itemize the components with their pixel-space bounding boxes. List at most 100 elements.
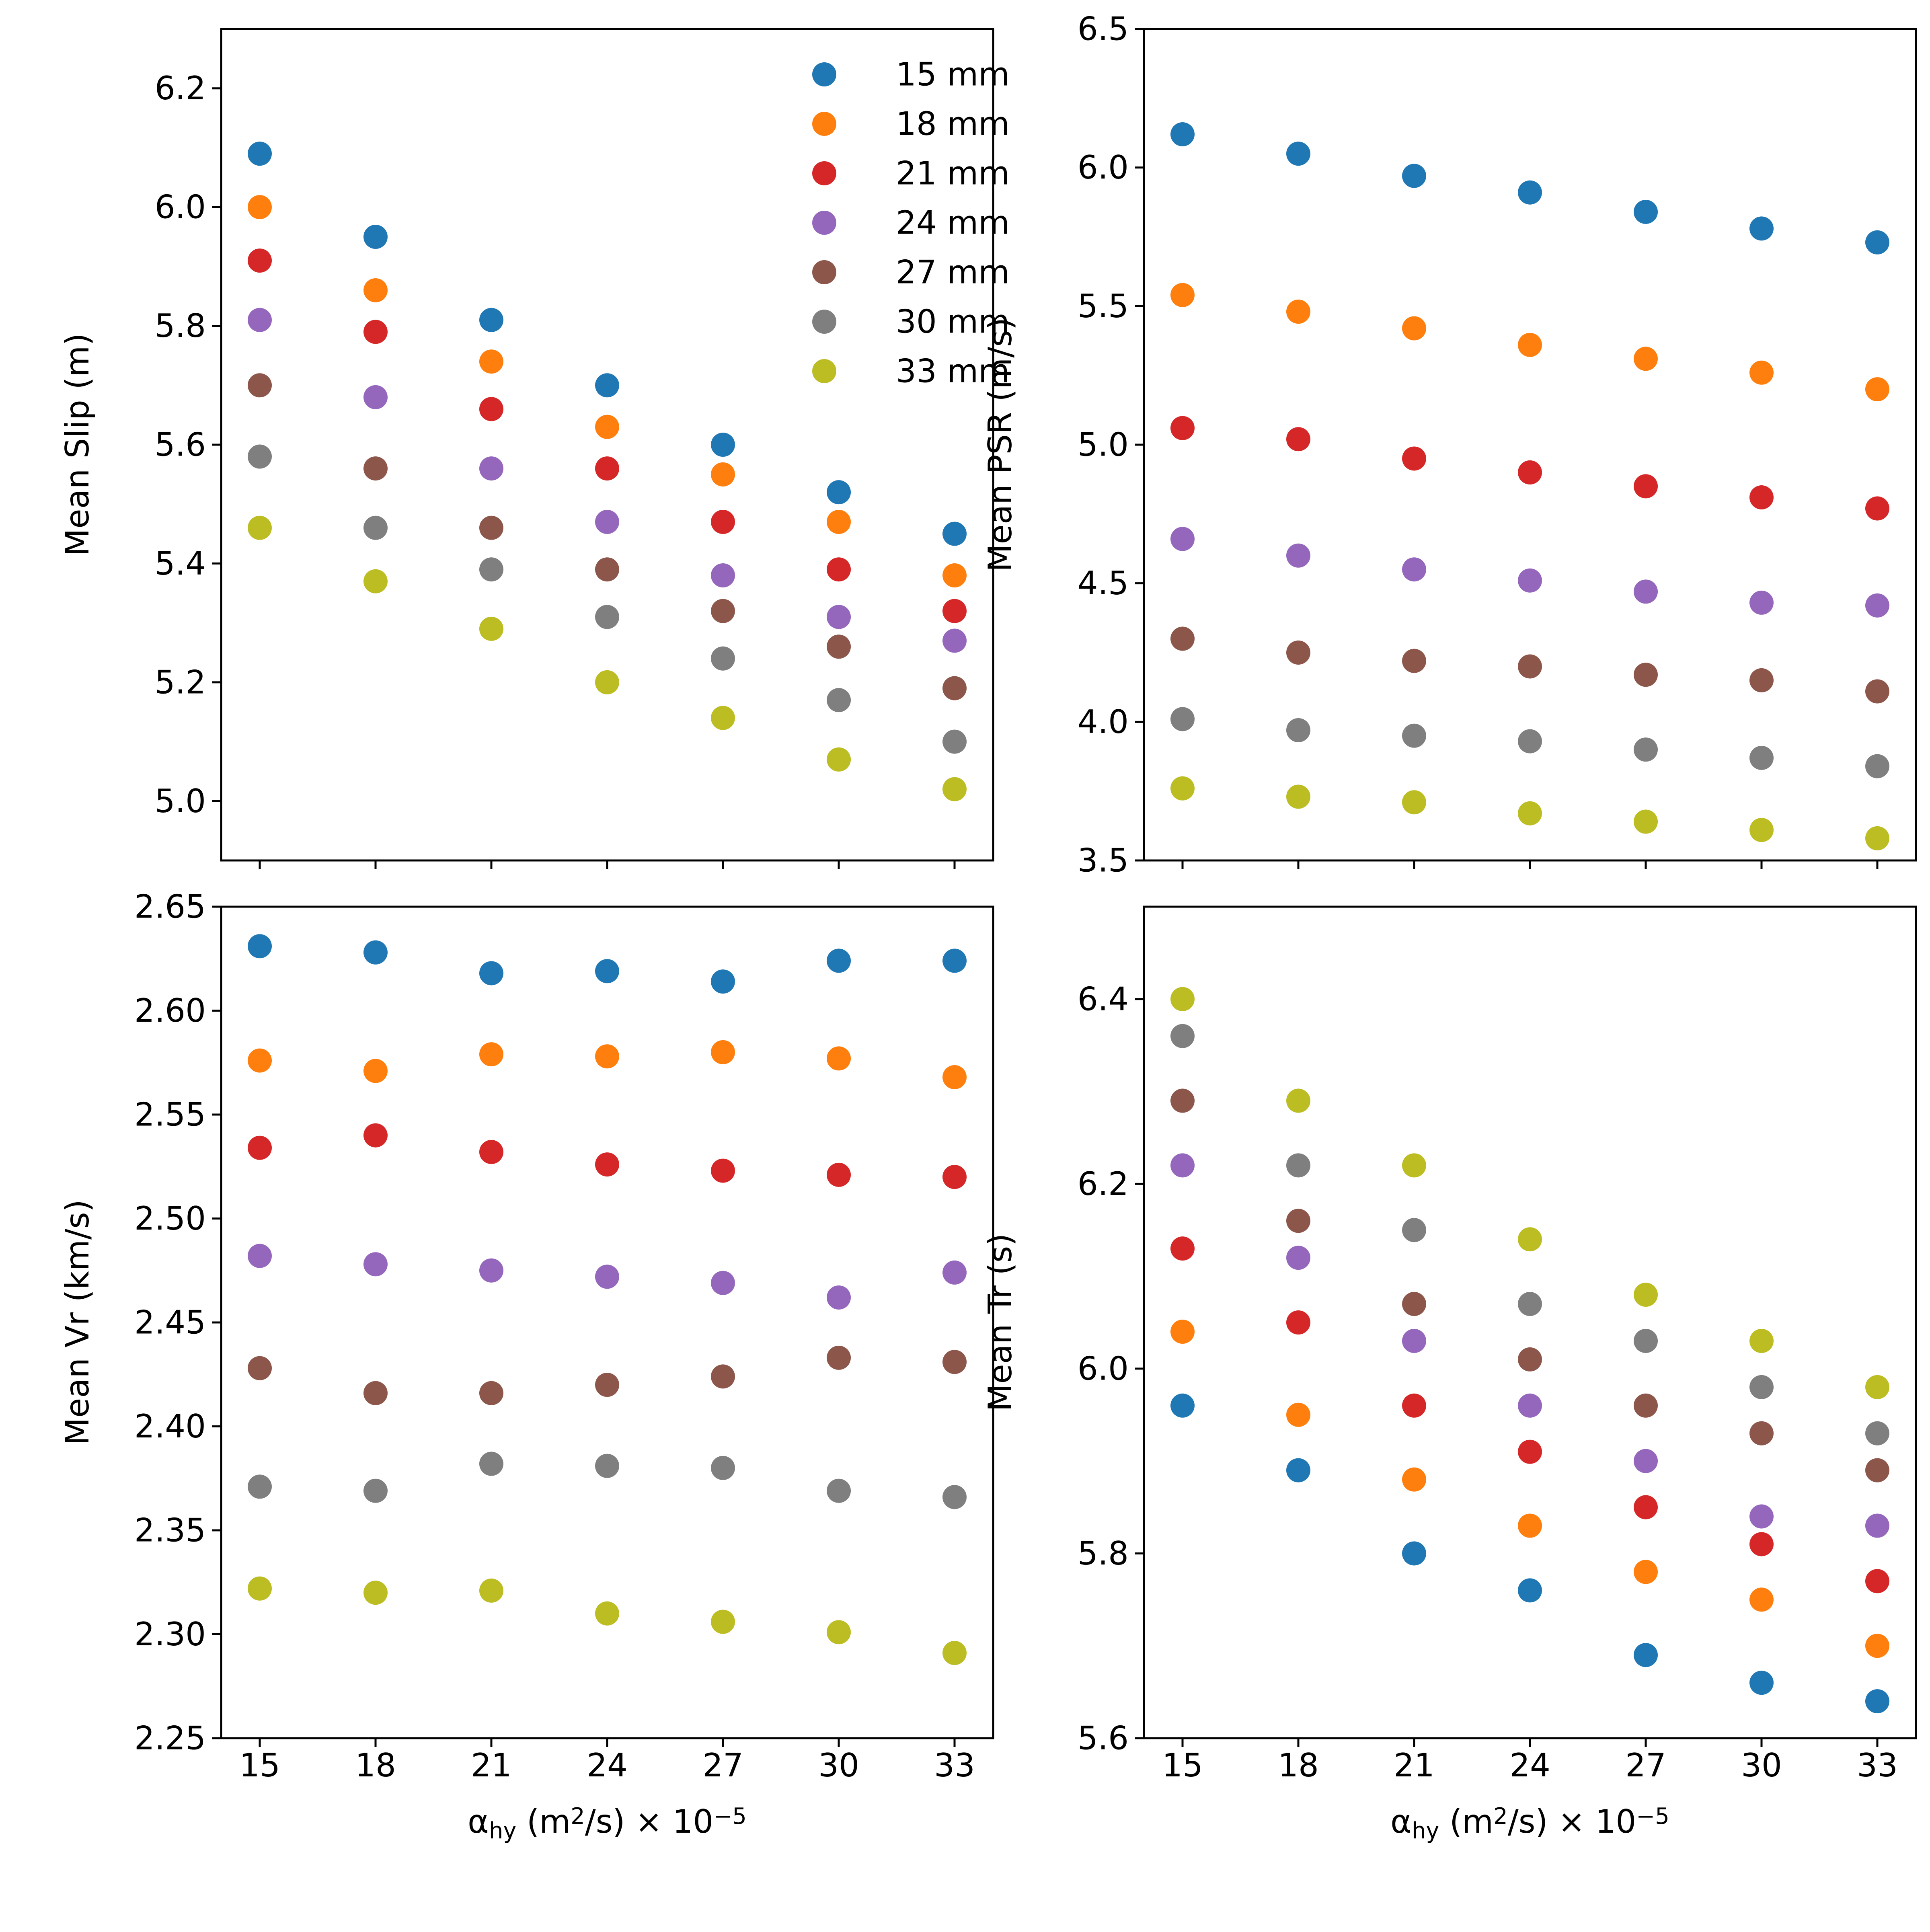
data-point — [1634, 737, 1658, 762]
data-point — [1749, 1532, 1774, 1556]
data-point — [1518, 1347, 1542, 1371]
data-point — [1402, 723, 1426, 748]
data-point — [595, 557, 619, 582]
data-point — [363, 940, 388, 965]
legend-marker — [812, 112, 836, 136]
series-33-mm — [248, 1576, 967, 1665]
data-point — [595, 959, 619, 983]
data-point — [1286, 641, 1310, 665]
data-point — [942, 599, 967, 623]
y-tick-label: 2.40 — [134, 1408, 206, 1445]
data-point — [1402, 316, 1426, 341]
data-point — [1749, 1421, 1774, 1445]
data-point — [1518, 1393, 1542, 1418]
y-tick-label: 6.0 — [1078, 1350, 1129, 1387]
data-point — [363, 569, 388, 593]
data-point — [1634, 1393, 1658, 1418]
data-point — [1170, 626, 1195, 651]
data-point — [711, 462, 735, 487]
legend-label: 27 mm — [896, 254, 1010, 291]
y-tick-label: 2.60 — [134, 992, 206, 1029]
data-point — [248, 1576, 272, 1601]
data-point — [479, 456, 503, 481]
data-point — [711, 646, 735, 671]
legend-marker — [812, 62, 836, 86]
data-point — [1286, 784, 1310, 809]
series-21-mm — [1170, 1236, 1889, 1593]
data-point — [1170, 283, 1195, 307]
data-point — [1402, 649, 1426, 673]
y-tick-label: 5.6 — [155, 426, 206, 464]
data-point — [1749, 590, 1774, 615]
axes-frame — [220, 28, 994, 862]
y-tick-label: 5.5 — [1078, 287, 1129, 325]
legend-marker — [812, 359, 836, 383]
data-point — [479, 515, 503, 540]
data-point — [942, 1165, 967, 1189]
x-tick-label: 15 — [239, 1747, 280, 1784]
data-point — [248, 308, 272, 332]
data-point — [827, 747, 851, 772]
data-point — [1749, 216, 1774, 241]
data-point — [711, 1158, 735, 1183]
data-point — [1170, 776, 1195, 801]
data-point — [248, 1356, 272, 1380]
data-point — [479, 349, 503, 374]
data-point — [942, 676, 967, 700]
data-point — [1170, 1153, 1195, 1178]
data-point — [827, 688, 851, 712]
y-tick-label: 6.2 — [155, 70, 206, 107]
data-point — [711, 1456, 735, 1480]
data-point — [595, 1044, 619, 1069]
data-point — [595, 605, 619, 629]
data-point — [1865, 1421, 1889, 1445]
data-point — [248, 1135, 272, 1160]
data-point — [1634, 663, 1658, 687]
y-tick-label: 6.2 — [1078, 1165, 1129, 1203]
data-point — [1749, 1587, 1774, 1612]
data-point — [363, 515, 388, 540]
data-point — [248, 1474, 272, 1499]
series-30-mm — [248, 1452, 967, 1509]
data-point — [1402, 1541, 1426, 1566]
data-point — [248, 142, 272, 166]
data-point — [363, 1478, 388, 1503]
series-18-mm — [248, 195, 967, 587]
data-point — [1518, 568, 1542, 593]
series-18-mm — [248, 1040, 967, 1089]
legend-marker — [812, 260, 836, 284]
data-point — [1749, 360, 1774, 385]
data-point — [479, 1258, 503, 1283]
data-point — [1286, 427, 1310, 452]
data-point — [1286, 718, 1310, 743]
data-point — [479, 557, 503, 582]
y-tick-label: 5.0 — [155, 782, 206, 820]
data-point — [363, 320, 388, 344]
y-tick-label: 2.25 — [134, 1720, 206, 1757]
y-tick-label: 2.55 — [134, 1096, 206, 1133]
legend-label: 33 mm — [896, 353, 1010, 390]
data-point — [363, 278, 388, 302]
legend-label: 24 mm — [896, 204, 1010, 242]
data-point — [1865, 593, 1889, 618]
y-tick-label: 5.4 — [155, 545, 206, 582]
data-point — [363, 1252, 388, 1277]
series-18-mm — [1170, 283, 1889, 402]
data-point — [942, 1065, 967, 1089]
data-point — [1865, 1569, 1889, 1593]
data-point — [1865, 826, 1889, 850]
data-point — [595, 510, 619, 534]
data-point — [827, 605, 851, 629]
data-point — [1286, 1209, 1310, 1233]
data-point — [248, 1048, 272, 1073]
data-point — [1634, 579, 1658, 604]
data-point — [827, 949, 851, 973]
data-point — [248, 195, 272, 220]
data-point — [1634, 1643, 1658, 1667]
y-tick-label: 4.5 — [1078, 565, 1129, 602]
data-point — [363, 1581, 388, 1605]
data-point — [942, 949, 967, 973]
y-tick-label: 5.0 — [1078, 426, 1129, 464]
data-point — [595, 373, 619, 398]
